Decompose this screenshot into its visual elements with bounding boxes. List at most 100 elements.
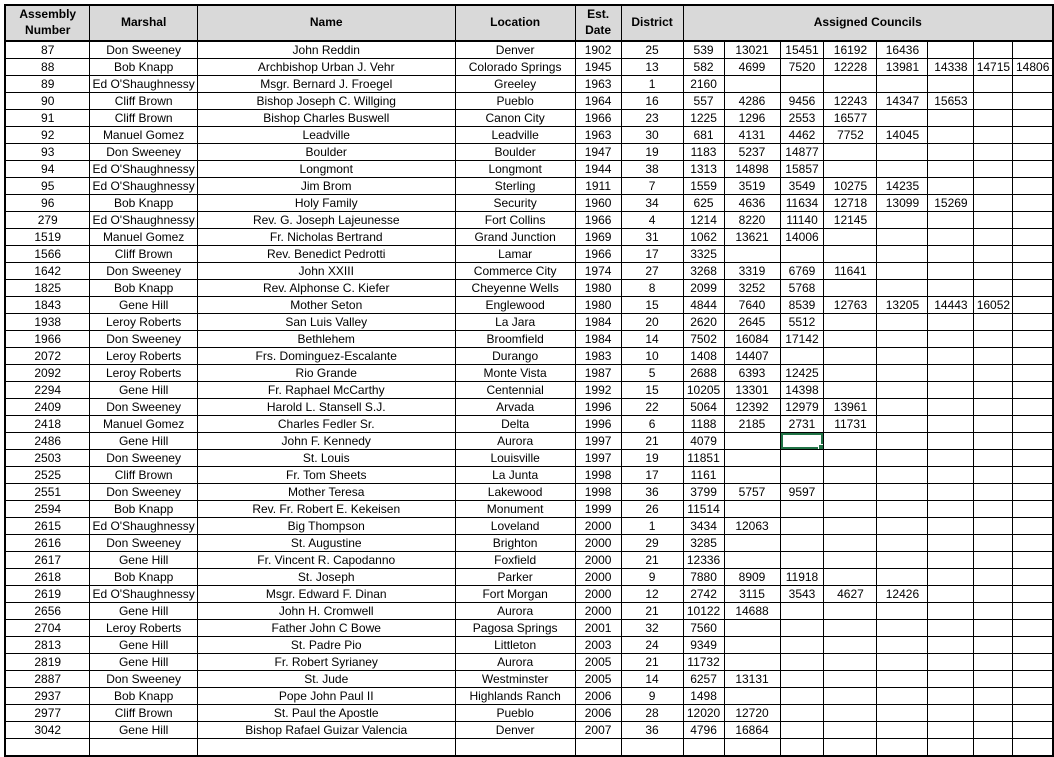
cell-location[interactable]: Fort Morgan [454, 585, 576, 603]
cell-council-7[interactable]: 16052 [973, 296, 1014, 314]
cell-council-1[interactable]: 4796 [682, 721, 725, 739]
cell-council-3[interactable]: 14006 [779, 228, 825, 246]
cell-council-1[interactable]: 1408 [682, 347, 725, 365]
active-cell[interactable] [779, 432, 825, 450]
cell-council-8[interactable] [1012, 704, 1054, 722]
cell-council-6[interactable] [927, 602, 975, 620]
cell-council-1[interactable]: 557 [682, 92, 725, 110]
cell-location[interactable]: Pueblo [454, 704, 576, 722]
cell-district[interactable]: 17 [620, 245, 684, 263]
cell-council-6[interactable] [927, 262, 975, 280]
cell-council-8[interactable] [1012, 160, 1054, 178]
cell-council-4[interactable] [823, 602, 878, 620]
cell-assembly-number[interactable]: 90 [4, 92, 91, 110]
cell-council-6[interactable] [927, 160, 975, 178]
cell-council-5[interactable] [876, 551, 929, 569]
cell-council-6[interactable] [927, 330, 975, 348]
cell-council-2[interactable] [723, 500, 781, 518]
cell-marshal[interactable]: Ed O'Shaughnessy [89, 211, 198, 229]
cell-council-7[interactable] [973, 653, 1014, 671]
cell-name[interactable]: Fr. Raphael McCarthy [196, 381, 456, 399]
cell-name[interactable]: Msgr. Edward F. Dinan [196, 585, 456, 603]
cell-district[interactable]: 22 [620, 398, 684, 416]
cell-council-4[interactable] [823, 381, 878, 399]
cell-district[interactable]: 17 [620, 466, 684, 484]
cell-council-6[interactable] [927, 670, 975, 688]
cell-council-2[interactable]: 12720 [723, 704, 781, 722]
cell-est-date[interactable]: 1945 [574, 58, 622, 76]
cell-council-5[interactable] [876, 398, 929, 416]
cell-council-7[interactable] [973, 500, 1014, 518]
cell-council-8[interactable] [1012, 636, 1054, 654]
cell-location[interactable]: Canon City [454, 109, 576, 127]
cell-council-2[interactable]: 7640 [723, 296, 781, 314]
cell-location[interactable]: Delta [454, 415, 576, 433]
cell-district[interactable]: 19 [620, 449, 684, 467]
cell-council-5[interactable] [876, 704, 929, 722]
cell-est-date[interactable]: 2003 [574, 636, 622, 654]
cell-name[interactable]: Longmont [196, 160, 456, 178]
cell-name[interactable]: John H. Cromwell [196, 602, 456, 620]
cell-council-2[interactable] [723, 619, 781, 637]
cell-assembly-number[interactable]: 2813 [4, 636, 91, 654]
cell-council-7[interactable] [973, 92, 1014, 110]
cell-council-2[interactable]: 16084 [723, 330, 781, 348]
cell-marshal[interactable]: Gene Hill [89, 636, 198, 654]
cell-empty[interactable] [682, 738, 725, 757]
cell-council-4[interactable]: 16192 [823, 40, 878, 59]
cell-council-3[interactable]: 2553 [779, 109, 825, 127]
cell-council-8[interactable] [1012, 721, 1054, 739]
cell-council-3[interactable]: 8539 [779, 296, 825, 314]
cell-est-date[interactable]: 1911 [574, 177, 622, 195]
cell-est-date[interactable]: 1902 [574, 40, 622, 59]
cell-council-7[interactable] [973, 721, 1014, 739]
cell-council-5[interactable]: 13981 [876, 58, 929, 76]
cell-council-3[interactable]: 15451 [779, 40, 825, 59]
cell-district[interactable]: 23 [620, 109, 684, 127]
cell-marshal[interactable]: Cliff Brown [89, 109, 198, 127]
cell-council-4[interactable] [823, 704, 878, 722]
cell-marshal[interactable]: Leroy Roberts [89, 347, 198, 365]
cell-marshal[interactable]: Cliff Brown [89, 466, 198, 484]
cell-council-7[interactable] [973, 517, 1014, 535]
cell-name[interactable]: Rio Grande [196, 364, 456, 382]
cell-council-3[interactable] [779, 687, 825, 705]
cell-est-date[interactable]: 1974 [574, 262, 622, 280]
cell-name[interactable]: Fr. Nicholas Bertrand [196, 228, 456, 246]
cell-district[interactable]: 1 [620, 517, 684, 535]
cell-council-1[interactable]: 3268 [682, 262, 725, 280]
cell-council-3[interactable]: 5512 [779, 313, 825, 331]
cell-empty[interactable] [1012, 738, 1054, 757]
cell-council-5[interactable] [876, 347, 929, 365]
cell-council-2[interactable]: 12392 [723, 398, 781, 416]
cell-council-1[interactable]: 1161 [682, 466, 725, 484]
cell-council-8[interactable] [1012, 585, 1054, 603]
cell-council-8[interactable] [1012, 279, 1054, 297]
cell-est-date[interactable]: 2000 [574, 551, 622, 569]
cell-council-1[interactable]: 1188 [682, 415, 725, 433]
cell-council-6[interactable] [927, 347, 975, 365]
cell-council-4[interactable]: 12228 [823, 58, 878, 76]
cell-empty[interactable] [973, 738, 1014, 757]
cell-council-5[interactable] [876, 245, 929, 263]
cell-council-7[interactable] [973, 211, 1014, 229]
cell-assembly-number[interactable]: 3042 [4, 721, 91, 739]
cell-marshal[interactable]: Don Sweeney [89, 143, 198, 161]
cell-marshal[interactable]: Gene Hill [89, 432, 198, 450]
cell-assembly-number[interactable]: 2418 [4, 415, 91, 433]
cell-name[interactable]: Bishop Charles Buswell [196, 109, 456, 127]
cell-council-5[interactable]: 16436 [876, 40, 929, 59]
cell-name[interactable]: Rev. Fr. Robert E. Kekeisen [196, 500, 456, 518]
cell-council-2[interactable]: 14898 [723, 160, 781, 178]
cell-council-5[interactable]: 14045 [876, 126, 929, 144]
cell-assembly-number[interactable]: 91 [4, 109, 91, 127]
cell-district[interactable]: 5 [620, 364, 684, 382]
cell-council-2[interactable] [723, 245, 781, 263]
cell-council-2[interactable]: 13021 [723, 40, 781, 59]
cell-council-6[interactable] [927, 585, 975, 603]
cell-location[interactable]: Westminster [454, 670, 576, 688]
cell-name[interactable]: Leadville [196, 126, 456, 144]
cell-est-date[interactable]: 2000 [574, 517, 622, 535]
cell-council-7[interactable] [973, 364, 1014, 382]
cell-council-3[interactable]: 15857 [779, 160, 825, 178]
